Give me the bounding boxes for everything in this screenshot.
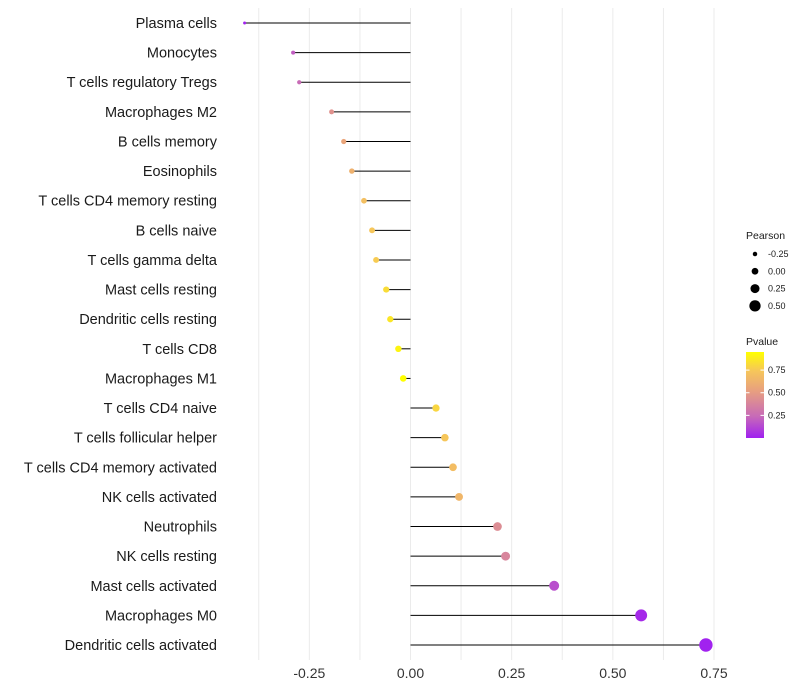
category-label: Plasma cells <box>136 16 217 32</box>
size-legend-label: 0.25 <box>768 284 786 294</box>
data-point <box>399 375 407 382</box>
category-label: T cells CD4 memory resting <box>38 194 217 210</box>
category-label: Monocytes <box>147 46 217 62</box>
data-point <box>341 138 347 145</box>
data-point <box>369 227 375 234</box>
x-tick-label: -0.25 <box>293 665 325 681</box>
data-point <box>635 609 648 622</box>
category-label: Macrophages M2 <box>105 105 217 121</box>
size-legend: Pearson -0.25 0.00 0.25 0.50 <box>746 230 789 312</box>
data-point <box>455 492 463 501</box>
data-point <box>549 580 560 591</box>
category-label: T cells CD8 <box>142 342 217 358</box>
data-point <box>383 286 390 293</box>
category-label: Dendritic cells resting <box>79 312 217 328</box>
x-tick-label: 0.75 <box>700 665 727 681</box>
category-label: NK cells resting <box>116 549 217 565</box>
category-label: T cells follicular helper <box>74 431 217 447</box>
category-label: Mast cells activated <box>90 579 217 595</box>
category-label: Mast cells resting <box>105 283 217 299</box>
category-label: Eosinophils <box>143 164 217 180</box>
category-label: T cells CD4 memory activated <box>24 460 217 476</box>
data-point <box>493 522 502 531</box>
grid-lines <box>258 8 715 660</box>
size-legend-key <box>752 251 758 257</box>
category-label: NK cells activated <box>102 490 217 506</box>
x-axis-tick-labels: -0.25 0.00 0.25 0.50 0.75 <box>293 665 727 681</box>
data-point <box>329 109 335 115</box>
category-label: B cells memory <box>118 134 218 150</box>
color-legend-label: 0.75 <box>768 365 786 375</box>
color-legend: Pvalue 0.75 0.50 0.25 <box>746 336 786 438</box>
size-legend-key <box>751 267 759 275</box>
x-tick-label: 0.25 <box>498 665 525 681</box>
color-legend-label: 0.25 <box>768 410 786 420</box>
size-legend-key <box>750 284 760 294</box>
size-legend-key <box>749 300 761 312</box>
data-point <box>449 463 457 472</box>
color-legend-title: Pvalue <box>746 336 778 348</box>
size-legend-label: -0.25 <box>768 249 789 259</box>
category-label: T cells CD4 naive <box>104 401 217 417</box>
category-labels: Plasma cells Monocytes T cells regulatory … <box>24 16 218 654</box>
category-label: Macrophages M0 <box>105 608 217 624</box>
data-point <box>432 404 440 412</box>
size-legend-label: 0.50 <box>768 301 786 311</box>
data-point <box>501 551 511 561</box>
category-label: T cells gamma delta <box>88 253 218 269</box>
size-legend-label: 0.00 <box>768 266 786 276</box>
color-legend-bar <box>746 352 764 438</box>
category-label: B cells naive <box>136 223 217 239</box>
x-tick-label: 0.00 <box>397 665 424 681</box>
x-tick-label: 0.50 <box>599 665 626 681</box>
data-points <box>243 21 713 652</box>
category-label: Macrophages M1 <box>105 371 217 387</box>
stems <box>244 22 706 646</box>
category-label: T cells regulatory Tregs <box>67 75 217 91</box>
color-legend-label: 0.50 <box>768 388 786 398</box>
data-point <box>349 168 355 174</box>
data-point <box>291 50 296 55</box>
data-point <box>361 197 367 204</box>
data-point <box>387 316 394 323</box>
data-point <box>243 21 247 25</box>
data-point <box>441 433 449 442</box>
category-label: Neutrophils <box>144 520 217 536</box>
size-legend-title: Pearson <box>746 230 785 242</box>
data-point <box>395 345 402 353</box>
data-point <box>297 80 302 85</box>
data-point <box>699 638 713 652</box>
data-point <box>373 256 380 263</box>
category-label: Dendritic cells activated <box>65 638 217 654</box>
